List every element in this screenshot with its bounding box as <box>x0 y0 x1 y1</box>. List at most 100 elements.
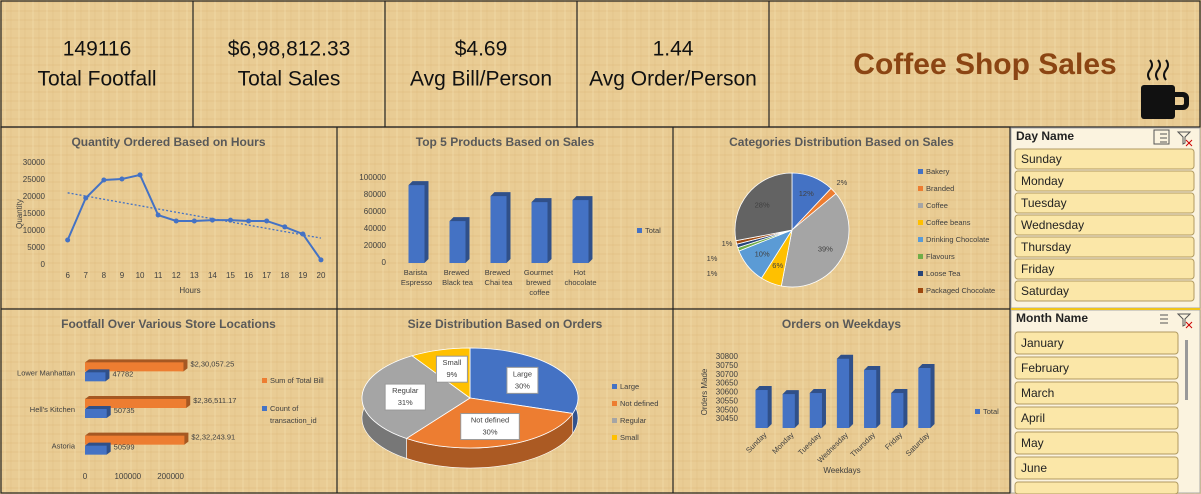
bar <box>918 368 931 428</box>
slicer-item[interactable] <box>1014 331 1179 355</box>
x-axis-title: Weekdays <box>823 466 860 475</box>
y-tick-label: 30800 <box>716 352 739 361</box>
slicer-item-label[interactable]: Sunday <box>1021 152 1062 166</box>
slicer-item-label[interactable]: February <box>1021 361 1069 375</box>
kpi-value: 149116 <box>63 38 132 61</box>
data-label: 30% <box>515 381 530 390</box>
bar <box>531 202 548 263</box>
data-label-name: Not defined <box>471 416 509 425</box>
legend-label: Bakery <box>926 167 950 176</box>
slice <box>734 172 793 242</box>
y-tick-label: 30700 <box>716 370 739 379</box>
point <box>173 218 179 224</box>
bar <box>891 393 904 428</box>
legend-marker <box>918 186 923 191</box>
kpi-label: Total Footfall <box>37 68 156 91</box>
slicer-item-label[interactable]: January <box>1021 336 1064 350</box>
data-label: 10% <box>755 250 770 259</box>
slicer-item[interactable] <box>1014 258 1195 280</box>
chart-title: Size Distribution Based on Orders <box>408 317 603 331</box>
slicer-item-label[interactable]: Thursday <box>1021 240 1071 254</box>
slicer-item-label[interactable]: Tuesday <box>1021 196 1067 210</box>
slicer-item[interactable] <box>1014 192 1195 214</box>
x-tick-label: 10 <box>136 271 145 280</box>
slicer-item-label[interactable]: Saturday <box>1021 284 1069 298</box>
x-tick-label: 7 <box>84 271 89 280</box>
slicer-title: Day Name <box>1016 129 1074 143</box>
slicer-item-label[interactable]: June <box>1021 461 1047 475</box>
data-label: 50599 <box>114 443 135 452</box>
data-label: $2,36,511.17 <box>193 396 236 405</box>
bar <box>85 409 107 418</box>
bar <box>572 200 589 263</box>
x-tick-label: 12 <box>172 271 181 280</box>
data-label: 1% <box>707 254 718 263</box>
slicer-item[interactable] <box>1014 236 1195 258</box>
x-tick-label: Barista Espresso <box>401 268 432 287</box>
x-tick-label: Brewed Chai tea <box>485 268 514 287</box>
slicer-item-label[interactable]: April <box>1021 411 1045 425</box>
y-tick-label: 80000 <box>364 190 387 199</box>
legend-marker <box>918 169 923 174</box>
x-tick-label: 20 <box>317 271 326 280</box>
slicer-item-label[interactable]: Monday <box>1021 174 1064 188</box>
chart-title: Categories Distribution Based on Sales <box>729 135 954 149</box>
x-tick-label: 19 <box>298 271 307 280</box>
legend-marker <box>612 418 617 423</box>
slicer-item[interactable] <box>1014 170 1195 192</box>
slicer-item[interactable] <box>1014 214 1195 236</box>
data-label: 2% <box>836 178 847 187</box>
slicer-item[interactable] <box>1014 406 1179 430</box>
data-label-box <box>384 383 426 411</box>
legend-marker <box>612 435 617 440</box>
bar <box>782 394 795 428</box>
slicer-item[interactable] <box>1014 431 1179 455</box>
bar <box>755 390 768 428</box>
slicer-item[interactable] <box>1014 280 1195 302</box>
y-tick-label: 30450 <box>716 414 739 423</box>
y-tick-label: 30750 <box>716 361 739 370</box>
y-tick-label: Astoria <box>52 442 76 451</box>
x-tick-label: 14 <box>208 271 217 280</box>
data-label: 31% <box>398 398 413 407</box>
slicer-item-label[interactable]: Wednesday <box>1021 218 1084 232</box>
legend-label: Count of transaction_id <box>270 404 317 425</box>
slicer-item-label[interactable]: March <box>1021 386 1054 400</box>
x-tick-label: 0 <box>83 472 88 481</box>
x-tick-label: Brewed Black tea <box>442 268 474 287</box>
data-label-name: Large <box>513 369 532 378</box>
legend-label: Branded <box>926 184 954 193</box>
y-tick-label: 30550 <box>716 396 739 405</box>
point <box>155 212 161 218</box>
y-tick-label: Hell's Kitchen <box>30 405 75 414</box>
point <box>119 176 125 182</box>
kpi-value: $6,98,812.33 <box>228 38 351 61</box>
point <box>101 177 107 183</box>
bar <box>85 399 187 408</box>
data-label: 30% <box>483 428 498 437</box>
x-tick-label: Hot chocolate <box>564 268 596 287</box>
x-tick-label: Gourmet brewed coffee <box>524 268 555 297</box>
slicer-item[interactable] <box>1014 148 1195 170</box>
legend-marker <box>612 384 617 389</box>
x-tick-label: 15 <box>226 271 235 280</box>
point <box>209 217 215 223</box>
slicer-item-label[interactable]: Friday <box>1021 262 1054 276</box>
legend-marker <box>262 378 267 383</box>
bar <box>85 445 107 455</box>
legend-marker <box>918 254 923 259</box>
x-tick-label: 16 <box>244 271 253 280</box>
kpi-label: Avg Order/Person <box>589 68 757 91</box>
slicer-item[interactable] <box>1014 356 1179 380</box>
legend-label: Packaged Chocolate <box>926 286 995 295</box>
slicer-item-label[interactable]: May <box>1021 436 1044 450</box>
bar <box>864 369 877 428</box>
slice <box>780 193 850 288</box>
slicer-item[interactable] <box>1014 381 1179 405</box>
y-tick-label: 30650 <box>716 379 739 388</box>
slicer-title: Month Name <box>1016 311 1088 325</box>
point <box>83 195 89 201</box>
legend-label: Regular <box>620 416 647 425</box>
slicer-item[interactable] <box>1014 456 1179 480</box>
